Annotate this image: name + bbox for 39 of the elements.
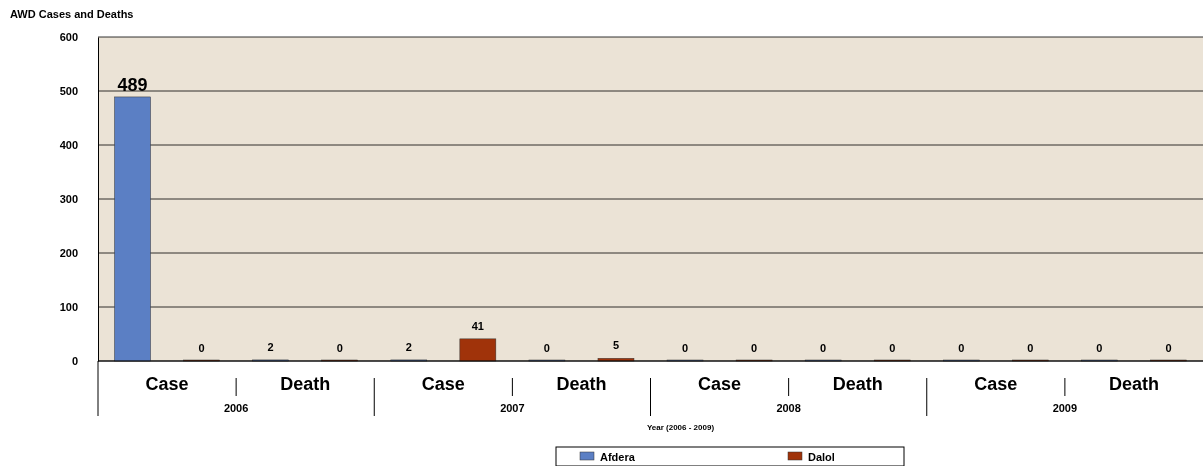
legend-label: Dalol bbox=[808, 450, 835, 463]
y-tick-label: 600 bbox=[59, 31, 78, 44]
data-label: 0 bbox=[681, 342, 689, 354]
text: 2007 bbox=[500, 402, 525, 414]
x-tick-label: Case bbox=[974, 374, 1018, 394]
data-label: 2 bbox=[267, 340, 274, 353]
data-label: 0 bbox=[1096, 342, 1103, 354]
data-label: 0 bbox=[1027, 342, 1034, 354]
data-label: 5 bbox=[612, 339, 620, 352]
x-tick-label: Death bbox=[1108, 374, 1159, 394]
data-label: 489 bbox=[117, 74, 148, 95]
x-tick-label: Case bbox=[698, 374, 742, 394]
text: 2006 bbox=[223, 402, 249, 414]
x-tick-label: Death bbox=[280, 374, 331, 394]
data-label: 0 bbox=[336, 342, 343, 354]
x-axis-title: Year (2006 - 2009) bbox=[646, 423, 715, 432]
x-tick-label: Death bbox=[556, 374, 607, 394]
data-label: 0 bbox=[1165, 342, 1172, 354]
chart-title: AWD Cases and Deaths bbox=[10, 8, 134, 20]
text: 2008 bbox=[776, 402, 801, 414]
data-label: 2 bbox=[405, 340, 412, 353]
x-tick-label: Case bbox=[145, 374, 189, 394]
legend-label: Afdera bbox=[600, 450, 636, 463]
y-tick-label: 200 bbox=[59, 247, 78, 260]
text: 2009 bbox=[1052, 402, 1078, 414]
x-tick-label: Case bbox=[421, 374, 465, 394]
y-tick-label: 0 bbox=[71, 355, 78, 368]
data-label: 0 bbox=[958, 342, 965, 354]
y-tick-label: 500 bbox=[59, 85, 78, 98]
data-label: 0 bbox=[198, 342, 205, 354]
data-label: 0 bbox=[889, 342, 896, 354]
data-label: 0 bbox=[820, 342, 827, 354]
data-label: 41 bbox=[471, 319, 484, 332]
data-label: 0 bbox=[543, 342, 550, 354]
y-tick-label: 400 bbox=[59, 139, 78, 152]
y-tick-label: 100 bbox=[59, 301, 78, 314]
y-tick-label: 300 bbox=[59, 193, 78, 206]
data-label: 0 bbox=[751, 342, 758, 354]
x-tick-label: Death bbox=[832, 374, 883, 394]
